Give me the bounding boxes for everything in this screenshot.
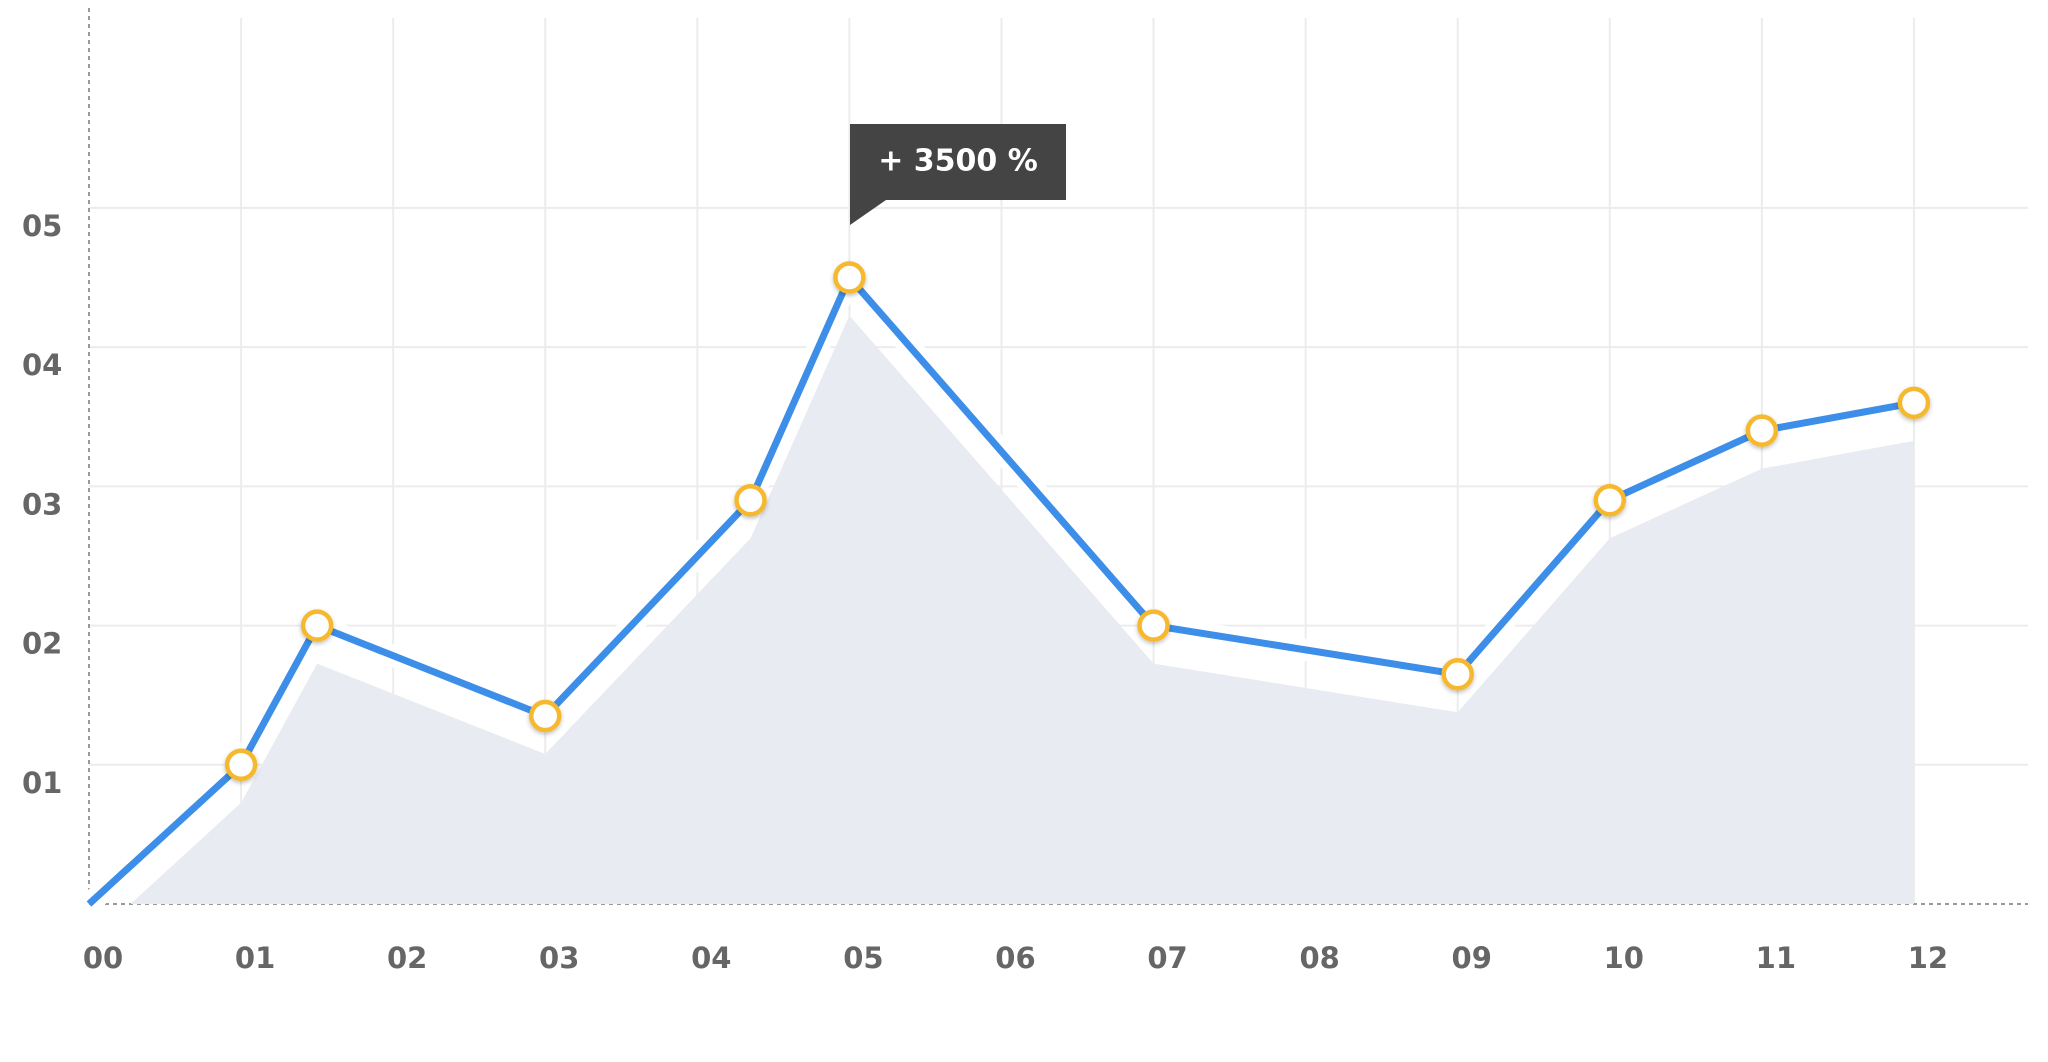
point-marker	[528, 699, 562, 733]
x-tick-label: 10	[1604, 941, 1644, 975]
x-tick-label: 00	[83, 941, 123, 975]
y-tick-label: 05	[22, 209, 62, 243]
x-tick-label: 05	[843, 941, 883, 975]
point-marker	[833, 261, 866, 294]
x-tick-label: 07	[1147, 941, 1187, 975]
x-tick-label: 04	[691, 941, 731, 975]
point-marker	[1441, 658, 1474, 691]
point-marker	[1137, 609, 1170, 642]
area	[89, 315, 1914, 904]
y-tick-label: 02	[22, 627, 62, 661]
x-tick-label: 09	[1452, 941, 1492, 975]
tooltip: + 3500 %	[850, 124, 1066, 225]
point-marker	[734, 484, 767, 517]
y-tick-label: 01	[22, 766, 62, 800]
annotation: + 3500 %	[878, 144, 1038, 179]
x-tick-label: 11	[1756, 941, 1796, 975]
point-marker	[1593, 484, 1627, 517]
point-marker	[1897, 386, 1931, 420]
point-marker	[224, 748, 258, 782]
x-tick-label: 02	[387, 941, 427, 975]
point-marker	[1745, 414, 1779, 447]
x-tick-label: 06	[995, 941, 1035, 975]
x-tick-label: 12	[1908, 941, 1948, 975]
x-tick-label: 01	[235, 941, 275, 975]
x-tick-label: 03	[539, 941, 579, 975]
y-tick-label: 04	[22, 348, 62, 382]
tooltip-box	[850, 124, 1066, 225]
point-marker	[300, 609, 334, 642]
x-tick-label: 08	[1299, 941, 1339, 975]
y-tick-label: 03	[22, 487, 62, 521]
